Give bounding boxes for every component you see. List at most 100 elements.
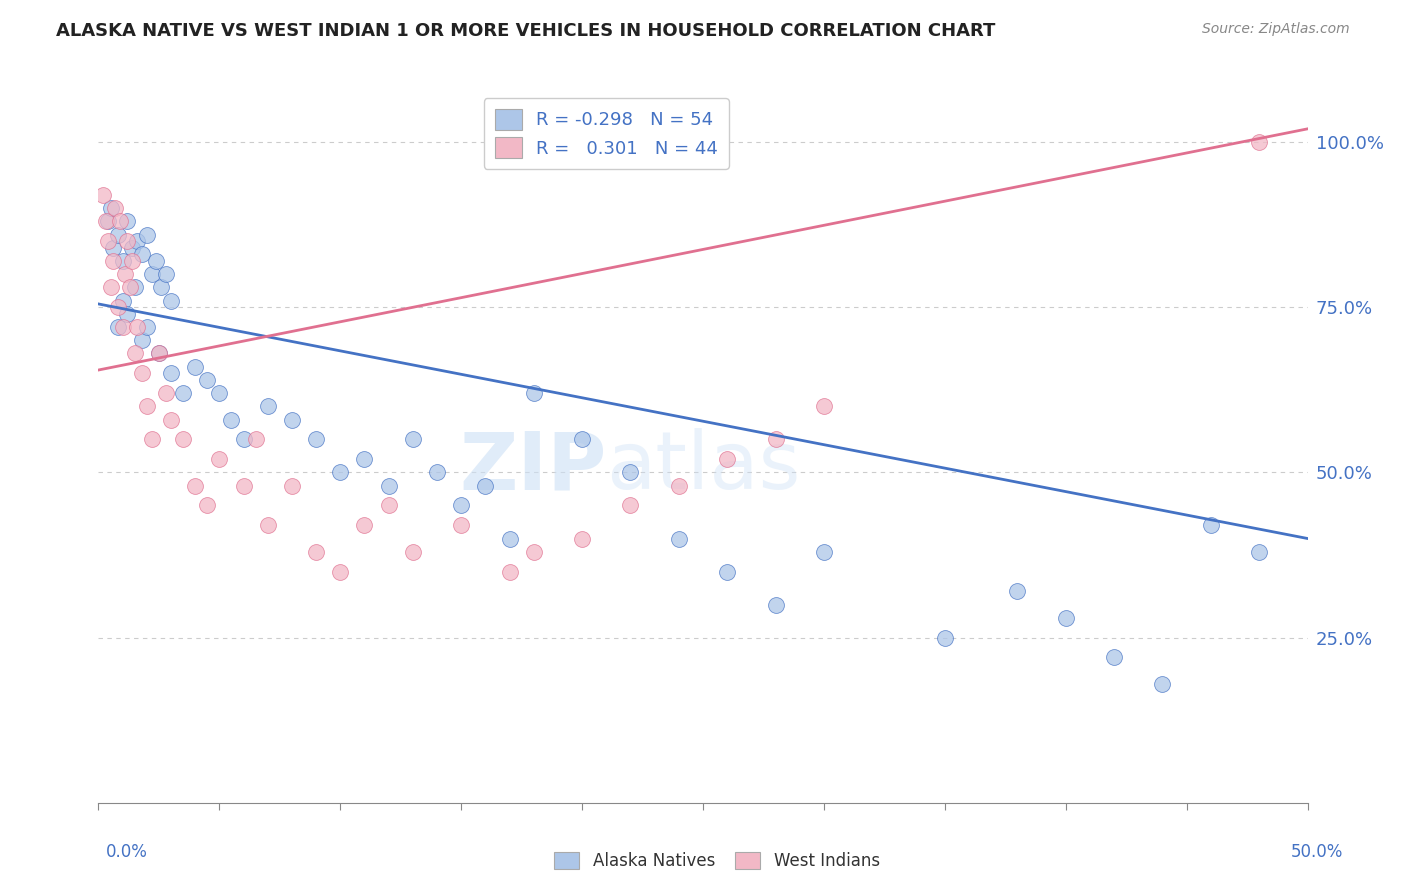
Point: [160, 293, 183, 308]
Point: [172, 433, 194, 447]
Point: [1152, 677, 1174, 691]
Point: [281, 412, 304, 426]
Point: [305, 433, 328, 447]
Point: [100, 280, 122, 294]
Point: [450, 518, 472, 533]
Point: [668, 532, 690, 546]
Point: [281, 478, 304, 492]
Point: [765, 598, 787, 612]
Point: [101, 241, 124, 255]
Point: [571, 532, 593, 546]
Point: [127, 320, 149, 334]
Point: [523, 386, 546, 401]
Point: [108, 214, 131, 228]
Point: [135, 400, 157, 414]
Point: [1007, 584, 1029, 599]
Text: Source: ZipAtlas.com: Source: ZipAtlas.com: [1202, 22, 1350, 37]
Point: [377, 478, 399, 492]
Point: [619, 499, 641, 513]
Point: [117, 214, 139, 228]
Point: [353, 518, 375, 533]
Point: [97, 234, 120, 248]
Point: [1054, 611, 1077, 625]
Point: [145, 254, 167, 268]
Point: [94, 214, 117, 228]
Point: [118, 280, 141, 294]
Point: [195, 499, 218, 513]
Point: [104, 201, 127, 215]
Point: [101, 254, 124, 268]
Point: [131, 367, 153, 381]
Point: [107, 320, 129, 334]
Point: [329, 466, 352, 480]
Point: [121, 254, 143, 268]
Point: [160, 367, 183, 381]
Point: [114, 267, 136, 281]
Point: [523, 545, 546, 559]
Point: [117, 307, 139, 321]
Point: [329, 565, 352, 579]
Point: [97, 214, 120, 228]
Point: [111, 254, 134, 268]
Point: [1102, 650, 1125, 665]
Point: [141, 433, 163, 447]
Point: [305, 545, 328, 559]
Text: ZIP: ZIP: [458, 428, 606, 507]
Point: [131, 247, 153, 261]
Point: [91, 188, 114, 202]
Point: [256, 518, 278, 533]
Point: [221, 412, 243, 426]
Point: [111, 293, 134, 308]
Legend: Alaska Natives, West Indians: Alaska Natives, West Indians: [548, 845, 886, 877]
Point: [474, 478, 496, 492]
Point: [195, 373, 218, 387]
Point: [131, 333, 153, 347]
Text: 0.0%: 0.0%: [105, 843, 148, 861]
Point: [245, 433, 267, 447]
Point: [135, 320, 157, 334]
Point: [232, 478, 254, 492]
Point: [256, 400, 278, 414]
Point: [402, 433, 425, 447]
Point: [208, 386, 231, 401]
Point: [172, 386, 194, 401]
Point: [765, 433, 787, 447]
Point: [813, 545, 835, 559]
Point: [426, 466, 449, 480]
Point: [498, 565, 520, 579]
Point: [716, 452, 738, 467]
Text: ALASKA NATIVE VS WEST INDIAN 1 OR MORE VEHICLES IN HOUSEHOLD CORRELATION CHART: ALASKA NATIVE VS WEST INDIAN 1 OR MORE V…: [56, 22, 995, 40]
Point: [107, 227, 129, 242]
Point: [1249, 545, 1271, 559]
Point: [111, 320, 134, 334]
Text: atlas: atlas: [606, 428, 800, 507]
Point: [1199, 518, 1222, 533]
Point: [208, 452, 231, 467]
Point: [232, 433, 254, 447]
Point: [184, 478, 207, 492]
Point: [450, 499, 472, 513]
Point: [619, 466, 641, 480]
Point: [571, 433, 593, 447]
Point: [124, 346, 146, 360]
Point: [121, 241, 143, 255]
Point: [498, 532, 520, 546]
Point: [155, 267, 177, 281]
Point: [813, 400, 835, 414]
Point: [141, 267, 163, 281]
Point: [117, 234, 139, 248]
Point: [107, 300, 129, 314]
Point: [155, 386, 177, 401]
Point: [1249, 135, 1271, 149]
Point: [716, 565, 738, 579]
Text: 50.0%: 50.0%: [1291, 843, 1343, 861]
Point: [184, 359, 207, 374]
Point: [402, 545, 425, 559]
Point: [353, 452, 375, 467]
Point: [100, 201, 122, 215]
Point: [668, 478, 690, 492]
Point: [150, 280, 173, 294]
Point: [124, 280, 146, 294]
Point: [148, 346, 170, 360]
Legend: R = -0.298   N = 54, R =   0.301   N = 44: R = -0.298 N = 54, R = 0.301 N = 44: [484, 98, 728, 169]
